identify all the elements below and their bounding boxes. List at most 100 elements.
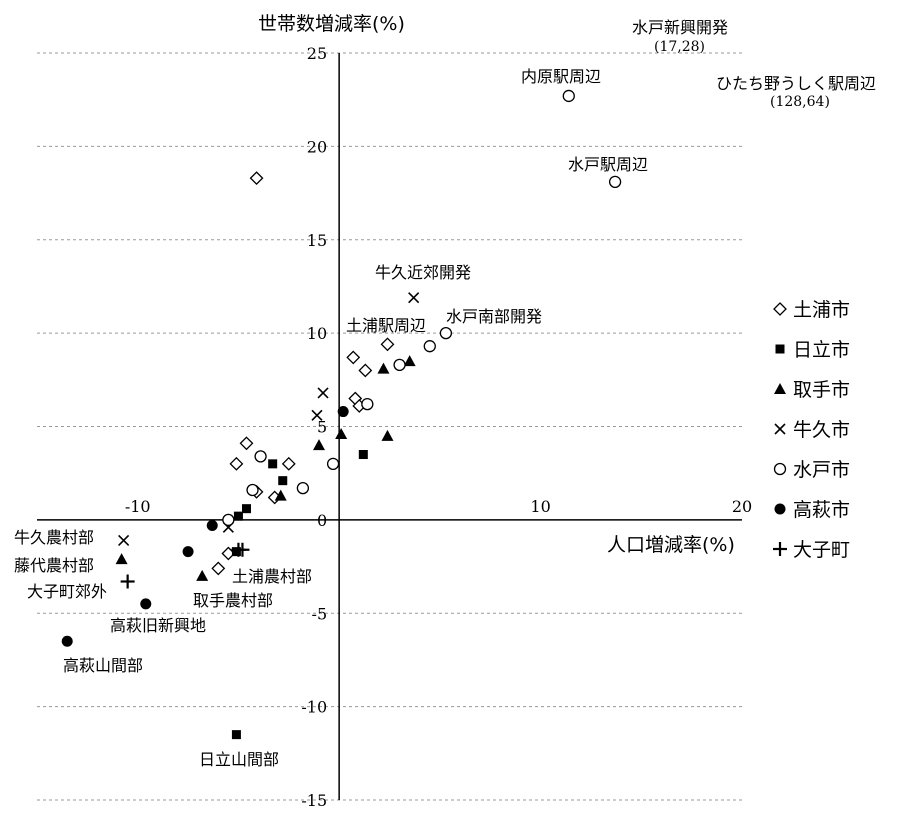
data-point-series-0: [249, 171, 264, 186]
data-point-series-0: [380, 337, 395, 352]
data-point-series-0: [358, 363, 373, 378]
legend-label: 牛久市: [793, 419, 850, 441]
tick-labels: 25 20 15 10 5 0 -5 -10 -15 -10 10 20: [125, 44, 752, 810]
legend-label: 大子町: [793, 539, 850, 561]
annotation-fujishiro-rural: 藤代農村部: [14, 556, 94, 575]
y-tick-label: 0: [317, 511, 327, 530]
data-point-series-1: [268, 459, 278, 469]
legend-label: 高萩市: [793, 499, 850, 521]
data-point-series-6: [235, 542, 250, 557]
annotation-hitachino-value: (128,64): [770, 94, 830, 110]
y-tick-label: 20: [307, 137, 327, 156]
annotation-toride-rural: 取手農村部: [193, 591, 273, 610]
data-point-series-4: [246, 483, 259, 497]
data-point-series-2: [115, 553, 128, 565]
data-point-series-4: [326, 457, 340, 471]
data-point-series-0: [281, 456, 296, 471]
data-point-series-5: [206, 519, 218, 531]
y-tick-label: -15: [301, 791, 327, 810]
data-point-series-2: [196, 569, 209, 581]
x-tick-label: -10: [125, 497, 151, 516]
annotation-tsuchiura-station: 土浦駅周辺: [346, 316, 426, 335]
data-point-series-0: [211, 561, 226, 576]
data-point-series-2: [274, 489, 287, 501]
legend-marker: [773, 462, 787, 476]
data-point-series-5: [61, 635, 73, 647]
y-tick-label: -10: [301, 698, 327, 717]
data-point-series-1: [241, 504, 251, 514]
annotation-takahagi-old: 高萩旧新興地: [110, 616, 206, 635]
legend-label: 土浦市: [793, 299, 850, 321]
data-point-series-3: [408, 292, 420, 304]
legend-label: 取手市: [793, 379, 850, 401]
y-tick-label: 5: [317, 418, 327, 437]
legend-item: 牛久市: [774, 419, 850, 441]
data-point-series-2: [313, 439, 325, 451]
annotation-mito-nanbu: 水戸南部開発: [446, 307, 542, 326]
data-point-series-4: [439, 326, 453, 340]
data-point-series-4: [562, 89, 575, 103]
legend-item: 大子町: [773, 539, 850, 561]
y-axis-title: 世帯数増減率(%): [258, 13, 405, 35]
legend-item: 日立市: [775, 339, 850, 361]
data-point-series-1: [278, 476, 288, 486]
data-point-series-2: [377, 362, 390, 374]
data-point-series-4: [296, 481, 310, 495]
data-point-series-4: [254, 450, 267, 463]
annotation-hitachino: ひたち野うしく駅周辺: [716, 74, 876, 93]
legend-marker: [773, 302, 787, 316]
data-point-series-4: [222, 513, 235, 527]
y-tick-label: -5: [312, 604, 328, 623]
data-point-series-1: [231, 547, 241, 557]
data-point-series-1: [358, 450, 368, 460]
data-points: [61, 89, 622, 740]
data-point-series-3: [118, 534, 130, 546]
data-point-series-3: [317, 387, 329, 399]
data-point-series-4: [361, 397, 374, 411]
annotation-uchihara: 内原駅周辺: [521, 67, 601, 86]
legend-label: 日立市: [793, 339, 850, 361]
data-point-series-4: [423, 340, 436, 353]
data-point-series-1: [231, 730, 241, 740]
legend-marker: [775, 344, 785, 354]
annotation-ushiku-rural: 牛久農村部: [14, 528, 94, 547]
data-point-series-5: [337, 406, 349, 418]
legend-marker: [774, 383, 786, 394]
legend-label: 水戸市: [793, 459, 850, 481]
legend-item: 取手市: [774, 379, 850, 401]
data-point-series-2: [381, 429, 394, 441]
x-tick-label: 20: [732, 497, 752, 516]
annotation-daigo-suburb: 大子町郊外: [27, 582, 107, 601]
annotation-mito-shinko: 水戸新興開発: [632, 18, 728, 37]
data-point-series-4: [608, 175, 622, 189]
annotation-tsuchiura-rural: 土浦農村部: [232, 567, 312, 586]
annotation-mito-station: 水戸駅周辺: [568, 155, 648, 174]
data-point-series-1: [233, 511, 243, 521]
data-point-series-0: [346, 350, 361, 365]
data-point-series-0: [239, 436, 254, 451]
x-axis-title: 人口増減率(%): [607, 534, 735, 556]
legend-marker: [773, 542, 787, 556]
legend-marker: [774, 423, 786, 435]
data-point-series-5: [182, 546, 194, 558]
legend-item: 土浦市: [773, 299, 850, 321]
point-annotations: 水戸新興開発 (17,28) 内原駅周辺 ひたち野うしく駅周辺 (128,64)…: [14, 18, 876, 769]
axes: [37, 53, 742, 800]
data-point-series-0: [229, 456, 244, 471]
legend-marker: [774, 503, 786, 515]
y-tick-label: 15: [307, 231, 327, 250]
data-point-series-4: [393, 358, 406, 372]
legend-item: 水戸市: [773, 459, 850, 481]
x-tick-label: 10: [530, 497, 550, 516]
annotation-ushiku-kinko: 牛久近郊開発: [375, 263, 471, 282]
y-tick-label: 10: [307, 324, 327, 343]
annotation-hitachi-mountain: 日立山間部: [199, 750, 279, 769]
y-tick-label: 25: [307, 44, 327, 63]
data-point-series-3: [311, 409, 323, 421]
data-point-series-2: [335, 427, 348, 439]
legend-item: 高萩市: [774, 499, 850, 521]
data-point-series-5: [140, 598, 152, 610]
data-point-series-2: [403, 355, 416, 367]
